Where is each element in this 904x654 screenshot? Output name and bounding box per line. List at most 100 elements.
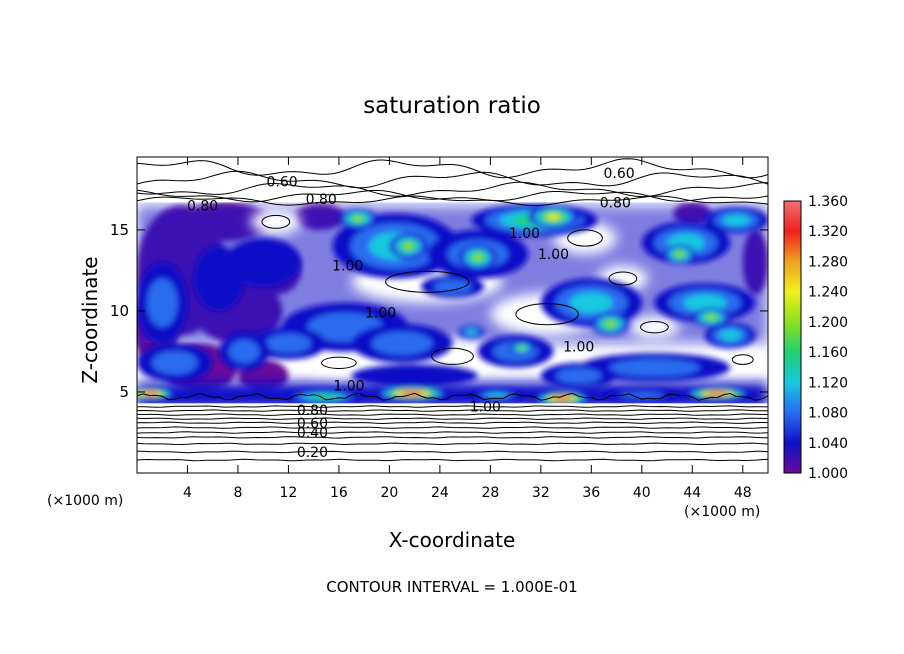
x-tick-label: 12 xyxy=(280,485,298,501)
contour-label: 1.00 xyxy=(538,247,569,263)
field-blob xyxy=(466,329,477,335)
contour-label: 0.20 xyxy=(297,445,328,461)
contour-label: 0.80 xyxy=(306,192,337,208)
field-blob xyxy=(518,346,526,350)
contour-line-high xyxy=(137,189,768,203)
field-blob xyxy=(605,320,616,328)
y-tick-label: 5 xyxy=(119,383,129,401)
field-blob xyxy=(719,329,741,341)
clear-region xyxy=(723,349,762,370)
colorbar-tick-label: 1.320 xyxy=(808,224,848,240)
contour-label: 1.00 xyxy=(365,306,396,322)
field-blob xyxy=(352,215,364,222)
field-blob xyxy=(152,351,198,375)
contour-loop xyxy=(731,354,754,365)
contour-line-cloud-base xyxy=(137,392,768,401)
field-blob xyxy=(433,279,472,294)
x-tick-label: 28 xyxy=(481,485,499,501)
plot-frame xyxy=(136,156,769,474)
contour-line-low xyxy=(137,409,768,412)
colorbar-tick-label: 1.240 xyxy=(808,285,848,301)
x-unit-label-right: (×1000 m) xyxy=(684,504,760,520)
contour-lines xyxy=(137,158,768,462)
x-tick-label: 8 xyxy=(233,485,242,501)
field-blob xyxy=(225,238,302,287)
field-blob xyxy=(371,331,433,356)
x-axis-label: X-coordinate xyxy=(389,528,516,552)
contour-line-low xyxy=(137,405,768,408)
contour-loop xyxy=(640,320,669,334)
contour-line-low xyxy=(137,426,768,429)
contour-loop xyxy=(385,270,470,293)
field-blob xyxy=(547,214,560,220)
colorbar-tick-label: 1.360 xyxy=(808,194,848,210)
x-tick-label: 44 xyxy=(683,485,701,501)
x-tick-label: 32 xyxy=(532,485,550,501)
colorbar-tick-labels: 1.360 1.320 1.280 1.240 1.200 1.160 1.120 1.080… xyxy=(808,194,848,482)
contour-line-low xyxy=(137,458,768,462)
y-tick-label: 15 xyxy=(110,221,129,239)
contour-label: 0.80 xyxy=(187,199,218,215)
clear-region xyxy=(307,351,371,375)
field-blob xyxy=(619,391,665,399)
contour-label: 0.60 xyxy=(267,174,298,190)
contour-label: 0.40 xyxy=(297,425,328,441)
contour-label: 1.00 xyxy=(333,378,364,394)
contour-label: 0.60 xyxy=(603,166,634,182)
contour-line-high xyxy=(137,170,768,189)
x-tick-label: 20 xyxy=(380,485,398,501)
field-blob xyxy=(683,294,727,312)
field-blob xyxy=(472,253,483,262)
field-blob xyxy=(265,333,312,354)
contour-loop xyxy=(321,356,357,369)
colorbar-tick-label: 1.080 xyxy=(808,406,848,422)
y-axis-ticks: 5 10 15 xyxy=(110,221,768,401)
dry-layer-high xyxy=(137,157,768,203)
x-tick-label: 48 xyxy=(734,485,752,501)
chart-title: saturation ratio xyxy=(363,93,541,119)
colorbar-tick-label: 1.280 xyxy=(808,254,848,270)
contour-loop xyxy=(608,271,638,286)
field-blob-group xyxy=(137,203,768,406)
field-blob xyxy=(557,397,567,400)
contour-loop xyxy=(515,303,579,326)
x-unit-label-left: (×1000 m) xyxy=(47,493,123,509)
y-tick-label: 10 xyxy=(110,302,129,320)
colorbar-tick-label: 1.120 xyxy=(808,375,848,391)
field-blob xyxy=(555,367,602,384)
contour-line-low xyxy=(137,431,768,434)
contour-labels: 0.600.600.800.80 0.801.001.001.001.001.00… xyxy=(187,166,635,461)
field-blob xyxy=(351,364,478,388)
field-blob xyxy=(147,278,178,328)
field-blob xyxy=(403,242,414,250)
contour-line-high xyxy=(137,158,768,179)
saturation-field xyxy=(137,157,768,473)
contour-label: 1.00 xyxy=(470,400,501,416)
contour-label: 1.00 xyxy=(509,226,540,242)
contour-line-low xyxy=(137,417,768,420)
x-tick-label: 4 xyxy=(183,485,192,501)
colorbar-frame xyxy=(783,200,802,474)
field-blob xyxy=(569,292,613,314)
contour-line-low xyxy=(137,421,768,425)
field-blob xyxy=(712,392,723,395)
contour-line-low xyxy=(137,450,768,454)
colorbar-tick-label: 1.160 xyxy=(808,345,848,361)
field-blob xyxy=(229,339,260,364)
clear-region xyxy=(250,208,302,235)
x-tick-label: 40 xyxy=(633,485,651,501)
contour-label: 0.80 xyxy=(600,195,631,211)
contour-loop xyxy=(261,214,291,229)
field-blob xyxy=(706,314,717,321)
field-blob xyxy=(722,214,750,226)
contour-label: 1.00 xyxy=(563,340,594,356)
x-tick-label: 36 xyxy=(582,485,600,501)
field-blob xyxy=(608,358,700,377)
colorbar-tick-label: 1.000 xyxy=(808,466,848,482)
contour-label: 0.80 xyxy=(297,403,328,419)
field-blob xyxy=(145,392,154,395)
contour-label: 0.60 xyxy=(297,416,328,432)
colorbar: 1.360 1.320 1.280 1.240 1.200 1.160 1.120 1.080… xyxy=(783,194,848,482)
x-tick-label: 16 xyxy=(330,485,348,501)
colorbar-tick-label: 1.200 xyxy=(808,315,848,331)
